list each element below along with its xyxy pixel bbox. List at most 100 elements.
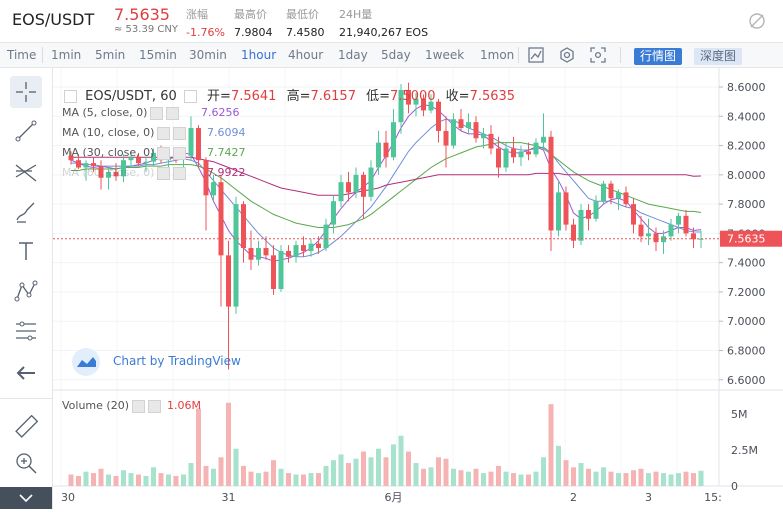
gear-icon[interactable]: [150, 106, 164, 120]
candle-body: [646, 233, 651, 237]
volume-bar: [676, 473, 681, 486]
volume-label: Volume (20): [62, 399, 129, 412]
depth-chart-button[interactable]: 深度图: [694, 48, 743, 65]
tf-time[interactable]: Time: [7, 48, 37, 62]
price-tick-label: 6.8000: [727, 344, 766, 357]
last-price: 7.5635: [114, 5, 170, 24]
stat-high: 最高价 7.9804: [234, 6, 273, 39]
screenshot-icon[interactable]: [589, 46, 607, 64]
text-icon[interactable]: [10, 235, 42, 267]
candle-body: [563, 192, 569, 225]
ma30-value: 7.7427: [207, 146, 246, 159]
measure-lines-icon[interactable]: [10, 315, 42, 347]
candle-body: [271, 255, 276, 290]
crosshair-icon[interactable]: [10, 76, 42, 108]
market-chart-button[interactable]: 行情图: [634, 48, 683, 65]
volume-bar: [196, 408, 201, 486]
volume-bar: [443, 458, 449, 486]
tf-1day[interactable]: 1day: [338, 48, 368, 62]
close-icon[interactable]: [173, 126, 187, 140]
candle-body: [586, 209, 591, 219]
candle-body: [451, 119, 456, 146]
close-icon[interactable]: [148, 399, 161, 413]
volume-bar: [541, 457, 546, 486]
candle-body: [511, 148, 516, 158]
volume-bar: [98, 468, 104, 486]
time-tick-label: 15:: [704, 491, 722, 504]
gear-icon[interactable]: [157, 146, 171, 160]
tf-30min[interactable]: 30min: [189, 48, 227, 62]
candle-body: [248, 248, 254, 260]
volume-value: 1.06M: [167, 399, 201, 412]
volume-bar: [526, 474, 531, 486]
trend-line-icon[interactable]: [10, 115, 42, 147]
brush-icon[interactable]: [10, 195, 42, 227]
gear-icon[interactable]: [132, 399, 145, 413]
volume-bar: [233, 448, 239, 486]
gear-icon[interactable]: [183, 90, 197, 103]
volume-bar: [473, 468, 479, 486]
candle-body: [691, 233, 696, 240]
volume-bar: [263, 471, 269, 486]
volume-bar: [188, 463, 194, 486]
watermark-text: Chart by TradingView: [113, 354, 241, 368]
tf-1week[interactable]: 1week: [425, 48, 465, 62]
tf-1min[interactable]: 1min: [51, 48, 82, 62]
candle-body: [218, 182, 224, 256]
zoom-icon[interactable]: [10, 447, 42, 479]
candle-body: [473, 122, 479, 139]
open-label: 开=: [207, 89, 231, 104]
gear-icon[interactable]: [157, 126, 171, 140]
collapse-legend-icon[interactable]: [64, 90, 77, 103]
price-tick-label: 7.8000: [727, 198, 766, 211]
gear-icon[interactable]: [157, 166, 171, 180]
ruler-icon[interactable]: [10, 411, 42, 443]
price-chart[interactable]: 8.60008.40008.20008.00007.80007.60007.40…: [53, 68, 783, 509]
tf-5min[interactable]: 5min: [95, 48, 126, 62]
volume-bar: [256, 473, 261, 486]
indicators-icon[interactable]: [527, 46, 545, 64]
candle-body: [286, 250, 291, 257]
candle-body: [91, 163, 96, 167]
tf-1hour[interactable]: 1hour: [241, 48, 277, 62]
candle-body: [361, 174, 366, 197]
tf-5day[interactable]: 5day: [381, 48, 411, 62]
stat-low-value: 7.4580: [286, 26, 325, 39]
ma5-value: 7.6256: [201, 106, 240, 119]
high-value: 7.6157: [310, 89, 356, 104]
fib-icon[interactable]: [10, 155, 42, 187]
candle-body: [496, 148, 501, 168]
candle-body: [83, 163, 89, 168]
candle-body: [541, 136, 546, 143]
timeframe-toolbar: Time 1min 5min 15min 30min 1hour 4hour 1…: [0, 43, 783, 68]
pattern-icon[interactable]: [10, 275, 42, 307]
volume-bar: [638, 468, 644, 486]
volume-bar: [226, 402, 231, 486]
low-label: 低=: [366, 89, 391, 104]
gear-icon[interactable]: [558, 46, 576, 64]
tf-4hour[interactable]: 4hour: [288, 48, 324, 62]
close-icon[interactable]: [166, 106, 180, 120]
volume-bar: [166, 474, 171, 486]
candle-body: [211, 182, 216, 196]
close-icon[interactable]: [173, 146, 187, 160]
candle-body: [458, 119, 464, 129]
volume-tick-label: 2.5M: [731, 444, 758, 457]
candle-body: [443, 130, 449, 146]
stat-volume-value: 21,940,267 EOS: [339, 26, 429, 39]
tf-1mon[interactable]: 1mon: [480, 48, 515, 62]
candle-body: [616, 192, 621, 199]
volume-bar: [293, 474, 299, 486]
ma30-legend: MA (30, close, 0) 7.7427: [62, 146, 262, 160]
back-arrow-icon[interactable]: [10, 357, 42, 389]
volume-bar: [406, 451, 411, 486]
close-icon[interactable]: [173, 166, 187, 180]
volume-bar: [436, 457, 441, 486]
candle-body: [556, 192, 561, 231]
tradingview-watermark[interactable]: Chart by TradingView: [71, 347, 261, 377]
time-tick-label: 31: [222, 491, 236, 504]
tf-15min[interactable]: 15min: [139, 48, 177, 62]
collapse-icon[interactable]: [0, 487, 52, 509]
candle-body: [653, 233, 659, 243]
settings-icon[interactable]: [748, 12, 766, 30]
